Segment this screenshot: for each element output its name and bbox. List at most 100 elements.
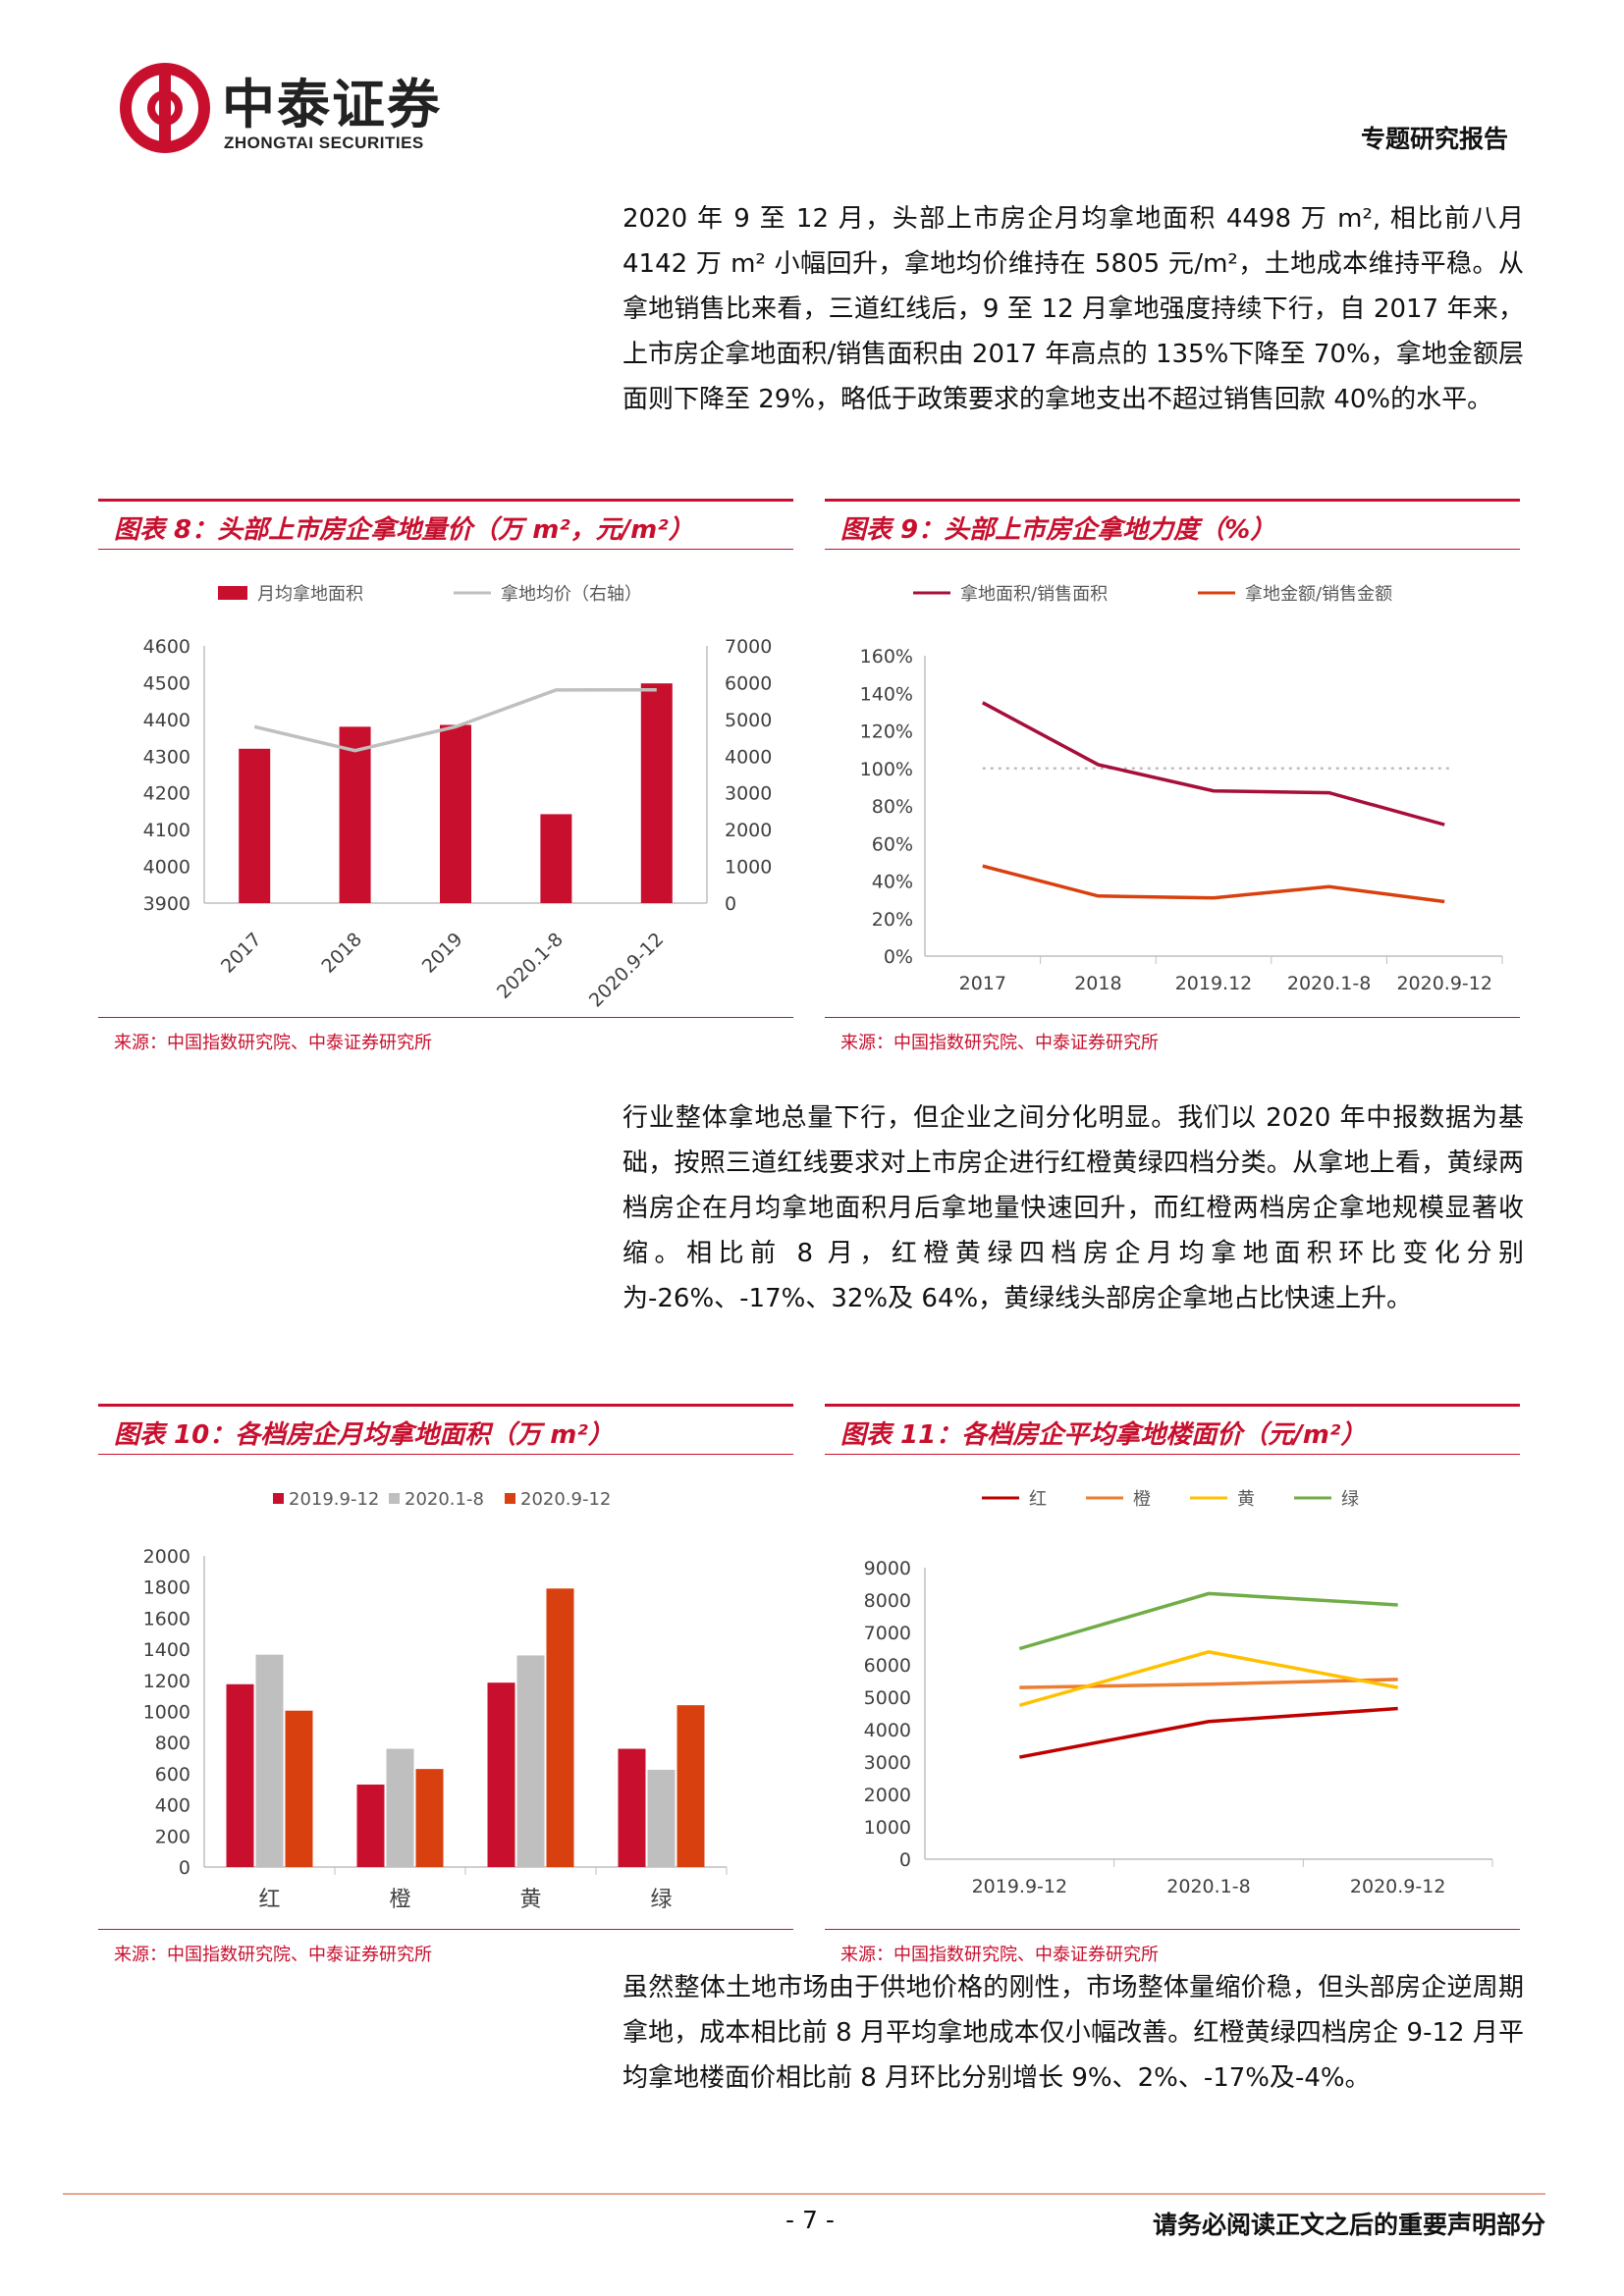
legend-swatch xyxy=(505,1493,515,1504)
x-tick-label: 2020.1-8 xyxy=(1287,973,1371,994)
y-tick-label: 4600 xyxy=(143,636,190,658)
series-line xyxy=(981,701,1445,827)
figure-8-title-bar: 图表 8：头部上市房企拿地量价（万 m²，元/m²） xyxy=(98,499,793,550)
x-tick-label: 2020.1-8 xyxy=(493,929,568,1003)
bar xyxy=(339,726,371,903)
y2-tick-label: 6000 xyxy=(725,672,772,694)
bar xyxy=(255,1654,284,1867)
legend-label: 拿地面积/销售面积 xyxy=(960,583,1108,605)
y-tick-label: 0% xyxy=(884,946,913,968)
legend-label: 拿地金额/销售金额 xyxy=(1245,583,1392,605)
figure-11-title-bar: 图表 11：各档房企平均拿地楼面价（元/m²） xyxy=(825,1404,1520,1455)
x-tick-label: 2017 xyxy=(217,929,266,978)
y-tick-label: 100% xyxy=(860,759,913,780)
x-tick-label: 2019.12 xyxy=(1175,973,1253,994)
bar xyxy=(618,1748,646,1867)
legend-label: 绿 xyxy=(1341,1489,1359,1510)
y2-tick-label: 0 xyxy=(725,893,736,915)
y-tick-label: 1200 xyxy=(143,1671,190,1692)
y2-tick-label: 4000 xyxy=(725,746,772,768)
y-tick-label: 4300 xyxy=(143,746,190,768)
report-type-label: 专题研究报告 xyxy=(1360,125,1508,153)
figure-10-source: 来源：中国指数研究院、中泰证券研究所 xyxy=(114,1945,432,1965)
legend-swatch xyxy=(389,1493,400,1504)
y-tick-label: 4500 xyxy=(143,672,190,694)
figure-8-source: 来源：中国指数研究院、中泰证券研究所 xyxy=(114,1033,432,1053)
x-tick-label: 2018 xyxy=(317,929,366,978)
y-tick-label: 1400 xyxy=(143,1639,190,1661)
figure-11-title: 图表 11：各档房企平均拿地楼面价（元/m²） xyxy=(840,1420,1367,1450)
figure-8: 图表 8：头部上市房企拿地量价（万 m²，元/m²） 月均拿地面积 拿地均价（右轴… xyxy=(98,499,793,1063)
y-tick-label: 0 xyxy=(899,1849,911,1871)
bar xyxy=(285,1710,313,1867)
x-tick-label: 2018 xyxy=(1074,973,1121,994)
figure-10-chart: 2019.9-12 2020.1-8 2020.9-1220001800160014… xyxy=(143,1489,728,1912)
y-tick-label: 200 xyxy=(155,1826,190,1847)
legend-label: 拿地均价（右轴） xyxy=(501,583,642,605)
bar xyxy=(226,1683,254,1867)
bar xyxy=(540,814,572,903)
bar xyxy=(415,1769,444,1867)
bar xyxy=(640,683,673,903)
legend-swatch xyxy=(218,586,247,600)
x-tick-label: 黄 xyxy=(519,1888,541,1912)
x-tick-label: 2019.9-12 xyxy=(972,1876,1068,1897)
legend-label: 红 xyxy=(1029,1489,1047,1510)
y2-tick-label: 1000 xyxy=(725,857,772,879)
y-tick-label: 80% xyxy=(872,796,913,818)
x-tick-label: 橙 xyxy=(389,1888,410,1912)
y-tick-label: 1000 xyxy=(864,1817,911,1839)
y-tick-label: 2000 xyxy=(143,1546,190,1568)
paragraph-3: 虽然整体土地市场由于供地价格的刚性，市场整体量缩价稳，但头部房企逆周期拿地，成本… xyxy=(623,1973,1524,2093)
y-tick-label: 40% xyxy=(872,872,913,893)
bar xyxy=(516,1655,545,1867)
company-logo: 中泰证券 ZHONGTAI SECURITIES xyxy=(116,59,509,167)
x-tick-label: 2020.9-12 xyxy=(585,929,669,1012)
series-line xyxy=(1018,1591,1398,1651)
page-header: 中泰证券 ZHONGTAI SECURITIES 专题研究报告 xyxy=(0,0,1624,187)
x-tick-label: 红 xyxy=(258,1888,280,1912)
figure-9-chart: 拿地面积/销售面积 拿地金额/销售金额 160% 140% 120% 100% 80% 60%… xyxy=(860,583,1503,994)
figure-11-source: 来源：中国指数研究院、中泰证券研究所 xyxy=(840,1945,1159,1965)
figure-9-title-bar: 图表 9：头部上市房企拿地力度（%） xyxy=(825,499,1520,550)
figure-10: 图表 10：各档房企月均拿地面积（万 m²） 2019.9-12 2020.1-8… xyxy=(98,1404,793,1973)
series-line xyxy=(1018,1650,1398,1707)
y-tick-label: 0 xyxy=(179,1857,190,1879)
bar xyxy=(647,1769,676,1867)
figure-11: 图表 11：各档房企平均拿地楼面价（元/m²） 红 橙 黄 绿 9000 8000 7000… xyxy=(825,1404,1520,1973)
y-tick-label: 1600 xyxy=(143,1608,190,1629)
y-tick-label: 5000 xyxy=(864,1687,911,1709)
x-tick-label: 2019 xyxy=(418,929,467,978)
figure-10-title: 图表 10：各档房企月均拿地面积（万 m²） xyxy=(114,1420,614,1450)
legend-label: 黄 xyxy=(1237,1489,1255,1510)
y-tick-label: 140% xyxy=(860,683,913,705)
y-tick-label: 1800 xyxy=(143,1577,190,1599)
x-tick-label: 2020.9-12 xyxy=(1396,973,1492,994)
y-tick-label: 3900 xyxy=(143,893,190,915)
figure-8-chart: 月均拿地面积 拿地均价（右轴） 4600 4500 4400 4300 4200 4100 40… xyxy=(143,583,773,1012)
y-tick-label: 4100 xyxy=(143,820,190,841)
paragraph-1: 2020 年 9 至 12 月，头部上市房企月均拿地面积 4498 万 m², … xyxy=(623,204,1524,414)
y-tick-label: 600 xyxy=(155,1764,190,1786)
y-tick-label: 120% xyxy=(860,721,913,743)
y-tick-label: 4000 xyxy=(864,1720,911,1741)
y-tick-label: 6000 xyxy=(864,1655,911,1677)
series-line xyxy=(1019,1706,1398,1759)
legend-label: 2019.9-12 xyxy=(289,1489,379,1510)
y-tick-label: 4400 xyxy=(143,710,190,731)
legend-label: 月均拿地面积 xyxy=(257,583,363,605)
y-tick-label: 8000 xyxy=(864,1590,911,1612)
series-line xyxy=(253,687,657,753)
y-tick-label: 2000 xyxy=(864,1785,911,1806)
figure-9: 图表 9：头部上市房企拿地力度（%） 拿地面积/销售面积 拿地金额/销售金额 160… xyxy=(825,499,1520,1063)
y-tick-label: 160% xyxy=(860,646,913,667)
y2-tick-label: 3000 xyxy=(725,783,772,805)
logo-text-en: ZHONGTAI SECURITIES xyxy=(224,133,424,152)
y-tick-label: 4000 xyxy=(143,857,190,879)
y-tick-label: 9000 xyxy=(864,1558,911,1579)
paragraph-2: 行业整体拿地总量下行，但企业之间分化明显。我们以 2020 年中报数据为基础，按… xyxy=(623,1103,1524,1313)
x-tick-label: 绿 xyxy=(650,1888,672,1912)
x-tick-label: 2020.1-8 xyxy=(1166,1876,1250,1897)
figure-9-source: 来源：中国指数研究院、中泰证券研究所 xyxy=(840,1033,1159,1053)
bar xyxy=(239,748,271,903)
